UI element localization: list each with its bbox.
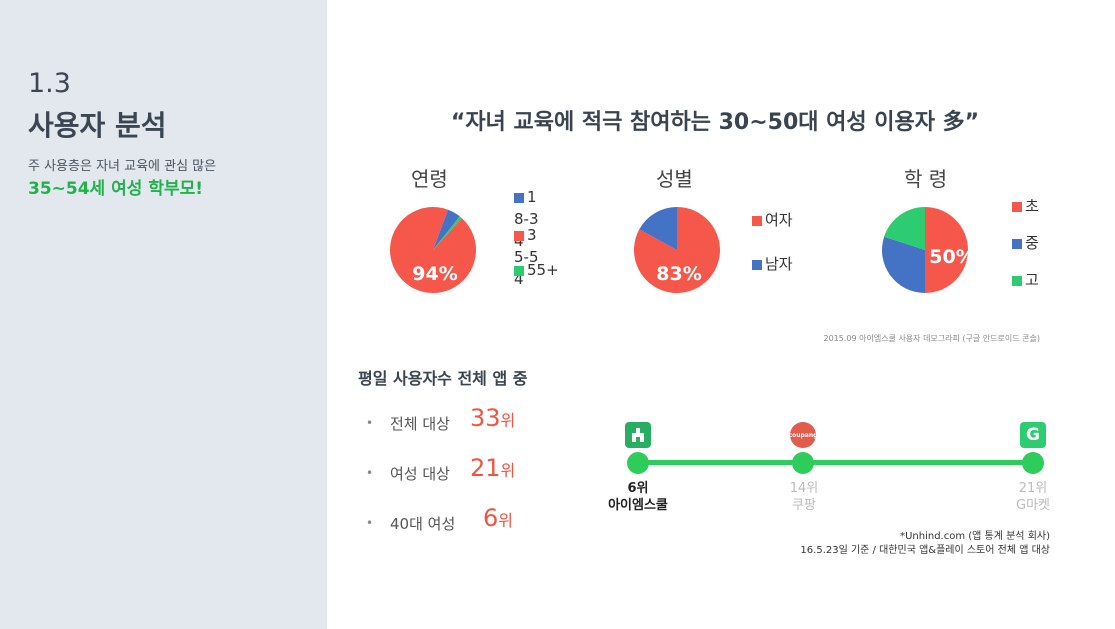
bullet: • <box>366 516 374 530</box>
age-legend-item: 35-54 <box>514 224 546 290</box>
pie-slice <box>389 206 476 293</box>
legend-swatch <box>1012 275 1022 286</box>
timeline-label-gmarket: 21위 G마켓 <box>1006 480 1060 514</box>
legend-label: 35-54 <box>514 226 539 288</box>
legend-label: 중 <box>1025 234 1039 252</box>
legend-swatch <box>752 259 762 270</box>
legend-label: 여자 <box>765 211 793 229</box>
legend-label: 남자 <box>765 255 793 273</box>
legend-swatch <box>752 215 762 226</box>
ranking-number: 21 <box>470 454 501 482</box>
headline: “자녀 교육에 적극 참여하는 30~50대 여성 이용자 多” <box>450 110 980 135</box>
gender-legend-item: 남자 <box>752 254 793 274</box>
ranking-unit: 위 <box>500 411 516 430</box>
ranking-value: 6위 <box>483 504 513 532</box>
ranking-value: 33위 <box>470 404 515 432</box>
legend-swatch <box>1012 201 1022 212</box>
timeline-name: 쿠팡 <box>792 498 816 513</box>
grade-chart-title: 학 령 <box>904 167 948 191</box>
pie-data-label: 94% <box>412 263 457 285</box>
ranking-label: 전체 대상 <box>390 415 450 433</box>
legend-swatch <box>514 265 524 276</box>
section-title: 사용자 분석 <box>28 109 167 142</box>
grade-legend-item: 초 <box>1012 196 1039 216</box>
timeline-rank: 14위 <box>789 481 819 496</box>
pie-slice <box>882 236 925 293</box>
timeline-label-coupang: 14위 쿠팡 <box>778 480 830 514</box>
ranking-number: 6 <box>483 504 499 532</box>
ranking-source: *Unhind.com (앱 통계 분석 회사) 16.5.23일 기준 / 대… <box>760 530 1050 558</box>
grade-legend-item: 중 <box>1012 233 1039 253</box>
legend-swatch <box>514 230 524 241</box>
ranking-title: 평일 사용자수 전체 앱 중 <box>358 369 528 388</box>
legend-swatch <box>1012 238 1022 249</box>
age-legend-item: 55+ <box>514 260 559 280</box>
ranking-timeline-line <box>638 460 1034 465</box>
timeline-dot <box>792 452 814 474</box>
gmarket-icon-text: G <box>1026 425 1040 445</box>
pie-slice <box>884 207 925 250</box>
timeline-name: G마켓 <box>1016 498 1050 513</box>
coupang-icon-text: coupang <box>788 431 818 439</box>
pie-slice <box>433 216 462 250</box>
pie-slice <box>925 207 968 293</box>
ranking-number: 33 <box>470 404 501 432</box>
pie-data-label: 50% <box>929 246 974 268</box>
bullet: • <box>366 466 374 480</box>
timeline-name: 아이엠스쿨 <box>608 498 668 513</box>
section-number: 1.3 <box>28 68 71 99</box>
gender-chart-title: 성별 <box>656 167 693 191</box>
ranking-label: 40대 여성 <box>390 515 456 533</box>
coupang-app-icon: coupang <box>788 422 818 448</box>
legend-label: 18-34 <box>514 188 539 250</box>
pie-slice <box>433 209 460 250</box>
timeline-dot <box>627 452 649 474</box>
age-legend: 35-54 <box>514 224 546 290</box>
age-legend-item: 18-34 <box>514 186 546 252</box>
ranking-source-line: 16.5.23일 기준 / 대한민국 앱&플레이 스토어 전체 앱 대상 <box>800 545 1050 556</box>
section-highlight: 35~54세 여성 학부모! <box>28 179 203 199</box>
demographics-source: 2015.09 아이엠스쿨 사용자 데모그라피 (구글 안드로이드 콘솔) <box>823 334 1040 343</box>
timeline-dot <box>1022 452 1044 474</box>
timeline-rank: 6위 <box>627 481 649 496</box>
section-description: 주 사용층은 자녀 교육에 관심 많은 <box>28 159 217 174</box>
gender-legend-item: 여자 <box>752 210 793 230</box>
legend-label: 고 <box>1025 271 1039 289</box>
ranking-unit: 위 <box>498 511 514 530</box>
bullet: • <box>366 416 374 430</box>
ranking-unit: 위 <box>500 461 516 480</box>
ranking-label: 여성 대상 <box>390 465 450 483</box>
pie-slice <box>639 207 677 250</box>
timeline-rank: 21위 <box>1018 481 1048 496</box>
pie-data-label: 83% <box>656 263 701 285</box>
legend-label: 55+ <box>527 261 559 279</box>
ranking-value: 21위 <box>470 454 515 482</box>
sidebar: 1.3 사용자 분석 주 사용층은 자녀 교육에 관심 많은 35~54세 여성… <box>0 0 327 629</box>
grade-legend-item: 고 <box>1012 270 1039 290</box>
gmarket-app-icon: G <box>1020 422 1046 448</box>
age-chart-title: 연령 <box>411 167 448 191</box>
ranking-source-line: *Unhind.com (앱 통계 분석 회사) <box>900 531 1050 542</box>
timeline-label-iamschool: 6위 아이엠스쿨 <box>598 480 678 514</box>
iamschool-app-icon <box>625 422 651 448</box>
legend-swatch <box>514 192 524 203</box>
legend-label: 초 <box>1025 197 1039 215</box>
age-legend: 18-34 <box>514 186 546 252</box>
